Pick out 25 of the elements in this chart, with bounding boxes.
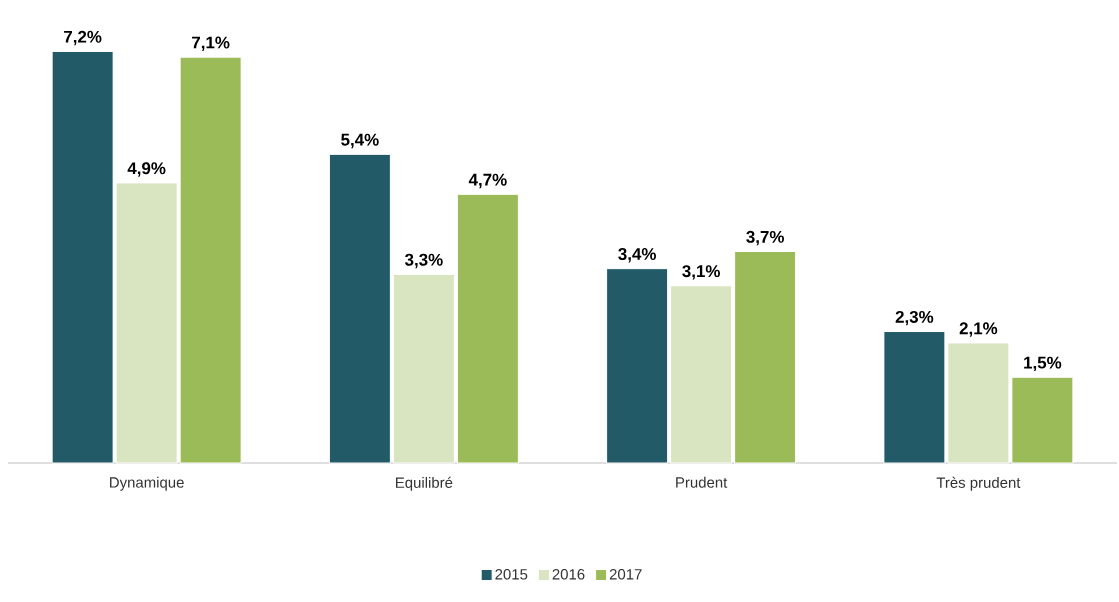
legend-label: 2016	[552, 569, 585, 580]
data-label: 4,7%	[468, 173, 507, 189]
data-label: 1,5%	[1024, 356, 1062, 372]
bar	[670, 285, 733, 464]
data-label: 3,4%	[618, 248, 656, 263]
x-tick-label: Très prudent	[936, 476, 1021, 491]
x-tick-label: Prudent	[676, 476, 728, 488]
legend-label: 2017	[609, 569, 642, 580]
x-tick-label: Equilibré	[396, 476, 453, 491]
data-label: 3,7%	[746, 230, 784, 246]
bar	[328, 153, 391, 464]
bar	[606, 268, 669, 464]
data-label: 2,3%	[895, 310, 934, 326]
data-label: 7,2%	[64, 30, 102, 46]
bar	[392, 273, 455, 464]
bar	[734, 251, 797, 464]
data-label: 3,1%	[682, 265, 720, 280]
data-label: 5,4%	[341, 133, 379, 149]
data-label: 2,1%	[959, 322, 998, 337]
data-label: 7,1%	[192, 36, 230, 51]
legend-label: 2015	[495, 569, 528, 580]
x-tick-label: Dynamique	[110, 476, 184, 491]
bar	[456, 193, 519, 464]
data-label: 3,3%	[404, 253, 443, 269]
data-label: 4,9%	[127, 162, 166, 177]
